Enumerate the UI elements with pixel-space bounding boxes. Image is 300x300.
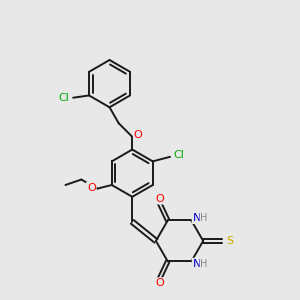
Text: O: O xyxy=(134,130,142,140)
Text: O: O xyxy=(155,194,164,204)
Text: N: N xyxy=(193,213,201,223)
Text: H: H xyxy=(200,213,208,223)
Text: O: O xyxy=(87,183,96,193)
Text: Cl: Cl xyxy=(58,93,70,103)
Text: S: S xyxy=(226,236,233,246)
Text: N: N xyxy=(193,259,201,269)
Text: Cl: Cl xyxy=(174,151,184,160)
Text: O: O xyxy=(155,278,164,288)
Text: H: H xyxy=(200,259,208,269)
